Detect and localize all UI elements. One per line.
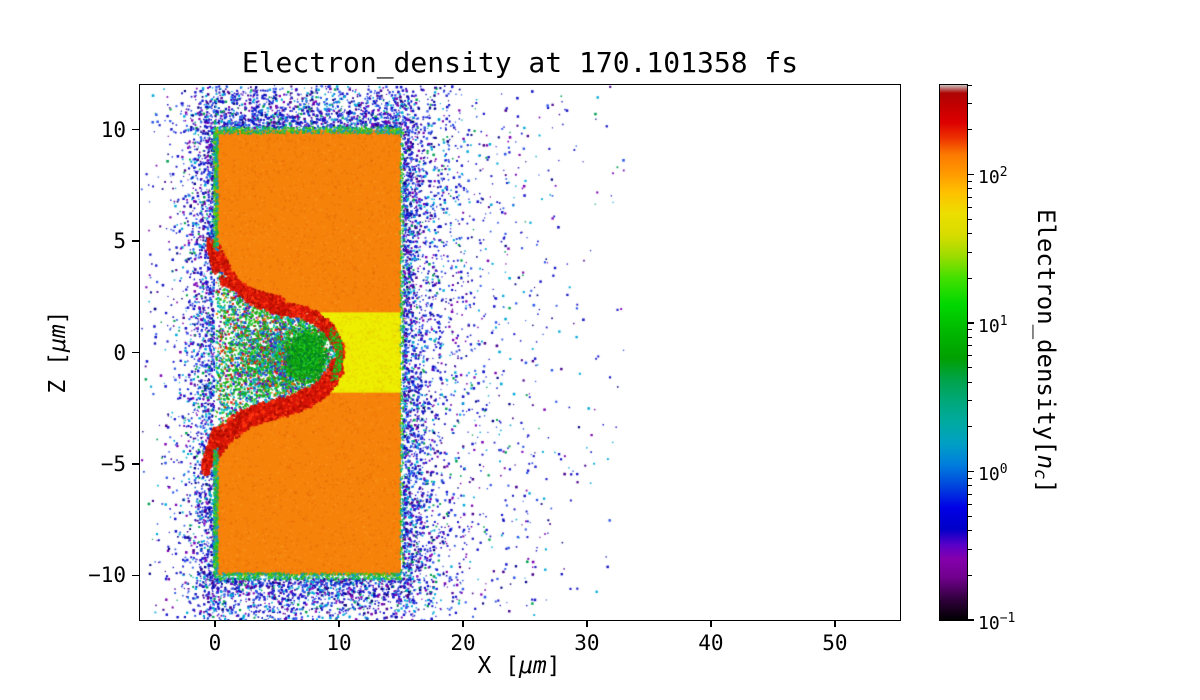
y-axis-label-post: ] <box>45 310 71 325</box>
x-tick-label: 40 <box>698 631 724 655</box>
colorbar-minor-tick <box>968 515 972 517</box>
colorbar-minor-tick <box>968 233 972 235</box>
chart-title: Electron_density at 170.101358 fs <box>241 46 799 79</box>
y-axis-label: Z [μm] <box>43 282 73 422</box>
colorbar-minor-tick <box>968 503 972 505</box>
colorbar-minor-tick <box>968 206 972 208</box>
x-tick-mark <box>834 620 836 627</box>
x-tick-mark <box>338 620 340 627</box>
colorbar-minor-tick <box>968 84 972 86</box>
colorbar-tick-label: 101 <box>978 313 1008 337</box>
x-axis-label-pre: X [ <box>477 653 519 679</box>
plot-area <box>139 84 901 621</box>
z-tick-mark <box>132 351 139 354</box>
colorbar-tick-label: 10−1 <box>978 611 1016 634</box>
z-tick-label: 0 <box>113 340 126 365</box>
x-tick-label: 10 <box>326 631 352 655</box>
colorbar-label-post: ] <box>1032 479 1060 494</box>
x-tick-mark <box>462 620 464 627</box>
colorbar-tick-label: 102 <box>978 165 1008 189</box>
x-tick-mark <box>586 620 588 627</box>
colorbar-minor-tick <box>968 485 972 487</box>
colorbar-minor-tick <box>968 196 972 198</box>
colorbar <box>939 84 968 621</box>
x-tick-label: 30 <box>574 631 600 655</box>
x-axis-label: X [μm] <box>139 653 899 679</box>
colorbar-minor-tick <box>968 180 972 182</box>
colorbar-minor-tick <box>968 493 972 495</box>
colorbar-label-sub: c <box>1030 469 1051 480</box>
colorbar-minor-tick <box>968 251 972 253</box>
y-axis-label-unit: μm <box>45 324 71 353</box>
z-tick-mark <box>132 463 139 465</box>
colorbar-major-tick <box>968 619 974 621</box>
colorbar-minor-tick <box>968 336 972 338</box>
z-tick-label: −5 <box>100 451 126 476</box>
z-tick-mark <box>132 240 139 242</box>
colorbar-gradient <box>940 85 967 620</box>
x-axis-label-post: ] <box>546 653 561 679</box>
x-tick-mark <box>710 620 712 627</box>
colorbar-minor-tick <box>968 345 972 347</box>
x-tick-label: 0 <box>208 631 222 655</box>
colorbar-minor-tick <box>968 129 972 131</box>
colorbar-minor-tick <box>968 381 972 383</box>
colorbar-minor-tick <box>968 277 972 279</box>
z-tick-label: 5 <box>113 229 126 254</box>
colorbar-minor-tick <box>968 367 972 369</box>
colorbar-major-tick <box>968 322 974 324</box>
x-tick-mark <box>214 620 216 627</box>
z-tick-label: −10 <box>88 563 126 588</box>
colorbar-minor-tick <box>968 103 972 105</box>
x-tick-label: 20 <box>450 631 476 655</box>
colorbar-minor-tick <box>968 426 972 428</box>
x-axis-label-unit: μm <box>518 653 547 679</box>
colorbar-minor-tick <box>968 400 972 402</box>
colorbar-minor-tick <box>968 574 972 576</box>
colorbar-minor-tick <box>968 477 972 479</box>
colorbar-minor-tick <box>968 188 972 190</box>
colorbar-minor-tick <box>968 355 972 357</box>
z-tick-mark <box>132 574 139 577</box>
x-tick-label: 50 <box>822 631 848 655</box>
colorbar-label-var: n <box>1032 454 1060 470</box>
heatmap-canvas <box>140 85 900 620</box>
y-axis-label-pre: Z [ <box>45 352 71 394</box>
z-tick-label: 10 <box>100 117 126 142</box>
colorbar-minor-tick <box>968 530 972 532</box>
colorbar-minor-tick <box>968 218 972 220</box>
colorbar-minor-tick <box>968 329 972 331</box>
colorbar-tick-label: 100 <box>978 462 1008 486</box>
colorbar-major-tick <box>968 173 974 176</box>
z-tick-mark <box>132 128 139 131</box>
colorbar-label: Electron_density[nc] <box>1022 84 1060 619</box>
colorbar-major-tick <box>968 470 974 473</box>
colorbar-label-pre: Electron_density[ <box>1032 209 1060 455</box>
colorbar-minor-tick <box>968 548 972 550</box>
